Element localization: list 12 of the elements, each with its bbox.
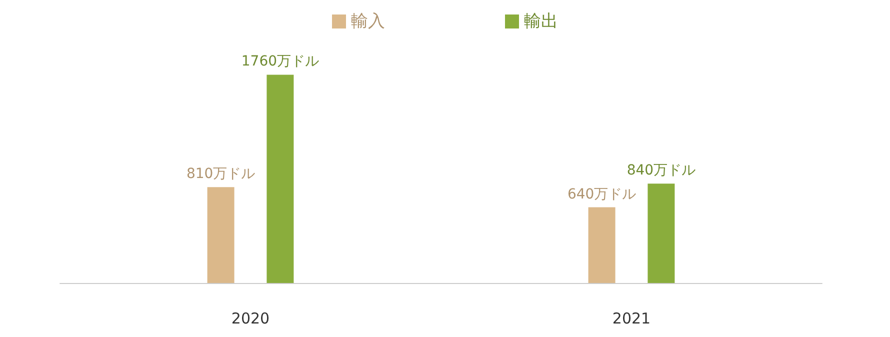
data-label: 840万ドル [626,162,696,179]
bar [648,184,675,283]
data-label: 640万ドル [567,186,636,202]
bar [207,187,234,283]
x-tick-label: 2021 [612,310,651,328]
legend-label: 輸入 [351,12,385,32]
data-label: 1760万ドル [241,54,320,70]
legend-label: 輸出 [524,12,558,32]
bar [266,74,294,283]
bar [588,207,616,283]
data-label: 810万ドル [186,166,256,182]
x-tick-label: 2020 [231,310,270,328]
